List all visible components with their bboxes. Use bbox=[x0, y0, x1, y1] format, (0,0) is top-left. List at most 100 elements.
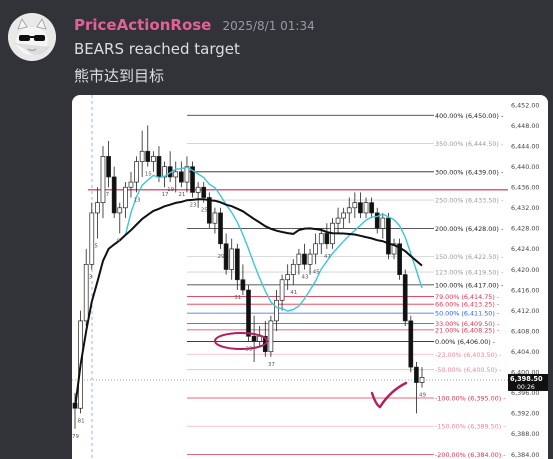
price-tick-label: 6,404.00 bbox=[511, 348, 539, 356]
fib-level-label: 100.00% (6,417.00) - bbox=[435, 281, 503, 289]
countdown-timer: 00:26 bbox=[517, 384, 535, 391]
bar-number-label: 37 bbox=[268, 362, 275, 368]
checkmark-annotation bbox=[370, 381, 408, 409]
message-text-line-1: BEARS reached target bbox=[74, 40, 240, 58]
candle-body bbox=[178, 171, 184, 183]
price-tick-label: 6,396.00 bbox=[511, 389, 539, 397]
bar-number-label: 3 bbox=[89, 274, 93, 280]
candle-body bbox=[358, 202, 363, 214]
chart-image-attachment[interactable]: 400.00% (6,450.00) - 350.00% (6,444.50) -… bbox=[72, 95, 548, 459]
candle-body bbox=[117, 207, 123, 214]
fib-level-label: -100.00% (6,395.00) - bbox=[435, 394, 506, 402]
bar-number-label: 21 bbox=[178, 192, 185, 198]
candle-body bbox=[346, 207, 352, 214]
fib-level-label: 350.00% (6,444.50) - bbox=[435, 140, 503, 148]
candle-body bbox=[296, 253, 302, 265]
bar-number-label: 81 bbox=[78, 418, 85, 424]
candle-body bbox=[156, 156, 162, 178]
moving-average-slow-line bbox=[74, 198, 423, 409]
candlestick-chart: 400.00% (6,450.00) - 350.00% (6,444.50) -… bbox=[72, 95, 548, 459]
fib-level-label: 250.00% (6,433.50) - bbox=[435, 197, 503, 205]
price-tick-label: 6,424.00 bbox=[511, 245, 539, 253]
fib-level-label: 200.00% (6,428.00) - bbox=[435, 225, 503, 233]
bar-number-label: 43 bbox=[301, 274, 308, 280]
bar-number-label: 15 bbox=[145, 172, 152, 178]
candle-body bbox=[123, 186, 128, 209]
avatar-cat-icon bbox=[8, 13, 56, 61]
candle-body bbox=[195, 186, 201, 193]
bar-number-label: 5 bbox=[94, 244, 98, 250]
message-text-line-2: 熊市达到目标 bbox=[74, 67, 165, 85]
candle-body bbox=[257, 335, 263, 342]
bar-number-label: 17 bbox=[162, 192, 169, 198]
candle-body bbox=[318, 233, 324, 245]
candle-body bbox=[363, 202, 369, 214]
candle-body bbox=[223, 243, 229, 270]
candle-body bbox=[341, 212, 346, 219]
candle-body bbox=[268, 320, 274, 353]
candle-body bbox=[145, 150, 151, 162]
candle-body bbox=[279, 279, 285, 301]
username[interactable]: PriceActionRose bbox=[74, 16, 212, 34]
fib-level-label: 50.00% (6,411.50) - bbox=[435, 310, 499, 318]
candle-body bbox=[218, 212, 223, 245]
fib-level-label: 150.00% (6,422.50) - bbox=[435, 253, 503, 261]
price-axis bbox=[508, 95, 548, 459]
price-tick-label: 6,436.00 bbox=[511, 184, 539, 192]
price-tick-label: 6,408.00 bbox=[511, 327, 539, 335]
price-tick-label: 6,428.00 bbox=[511, 225, 539, 233]
bar-number-label: 9 bbox=[117, 238, 121, 244]
candle-body bbox=[212, 212, 218, 224]
fib-level-label: -150.00% (6,389.50) - bbox=[435, 423, 506, 431]
price-tick-label: 6,400.00 bbox=[511, 369, 539, 377]
moving-average-fast-line bbox=[74, 166, 423, 409]
current-price-tag bbox=[508, 373, 548, 391]
candle-body bbox=[139, 150, 145, 162]
price-tick-label: 6,388.00 bbox=[511, 430, 539, 438]
fib-level-label: -200.00% (6,384.00) - bbox=[435, 451, 506, 459]
candle-body bbox=[374, 212, 380, 229]
candle-body bbox=[184, 166, 190, 183]
fib-level-label: 400.00% (6,450.00) - bbox=[435, 112, 503, 120]
user-avatar[interactable] bbox=[8, 13, 56, 61]
candle-body bbox=[106, 156, 111, 178]
candle-body bbox=[234, 248, 240, 281]
fib-level-label: 21.00% (6,408.25) - bbox=[435, 326, 499, 334]
candle-body bbox=[274, 299, 279, 322]
bar-number-label: 29 bbox=[218, 254, 225, 260]
price-tick-label: 6,432.00 bbox=[511, 204, 539, 212]
price-tick-label: 6,416.00 bbox=[511, 286, 539, 294]
candle-body bbox=[335, 217, 341, 224]
timestamp[interactable]: 2025/8/1 01:34 bbox=[222, 19, 315, 33]
candle-body bbox=[246, 289, 251, 337]
price-tick-label: 6,412.00 bbox=[511, 307, 539, 315]
candle-body bbox=[128, 181, 134, 188]
candle-body bbox=[89, 212, 95, 265]
fib-level-label: 66.00% (6,413.25) - bbox=[435, 301, 499, 309]
price-tick-label: 6,384.00 bbox=[511, 451, 539, 459]
bar-number-label: 79 bbox=[72, 434, 79, 440]
bar-number-label: 13 bbox=[134, 197, 141, 203]
bar-number-label: 47 bbox=[324, 254, 331, 260]
candle-body bbox=[408, 320, 414, 368]
fib-level-label: 300.00% (6,439.00) - bbox=[435, 168, 503, 176]
candle-body bbox=[285, 274, 291, 281]
candle-body bbox=[352, 202, 358, 209]
candle-body bbox=[302, 253, 307, 265]
price-tick-label: 6,452.00 bbox=[511, 101, 539, 109]
fib-level-label: 79.00% (6,414.75) - bbox=[435, 293, 499, 301]
bar-number-label: 45 bbox=[313, 269, 320, 275]
candle-body bbox=[369, 202, 374, 214]
candle-body bbox=[83, 263, 89, 322]
candle-body bbox=[290, 263, 296, 275]
message-header: PriceActionRose 2025/8/1 01:34 bbox=[74, 15, 315, 34]
candle-body bbox=[414, 366, 419, 383]
fib-level-label: 33.00% (6,409.50) - bbox=[435, 320, 499, 328]
fib-level-label: -50.00% (6,400.50) - bbox=[435, 366, 502, 374]
candle-body bbox=[419, 377, 425, 383]
bar-number-label: 19 bbox=[167, 187, 174, 193]
candle-body bbox=[391, 243, 397, 255]
candle-body bbox=[134, 161, 139, 183]
bar-number-label: 41 bbox=[290, 290, 297, 296]
candle-body bbox=[190, 166, 195, 193]
